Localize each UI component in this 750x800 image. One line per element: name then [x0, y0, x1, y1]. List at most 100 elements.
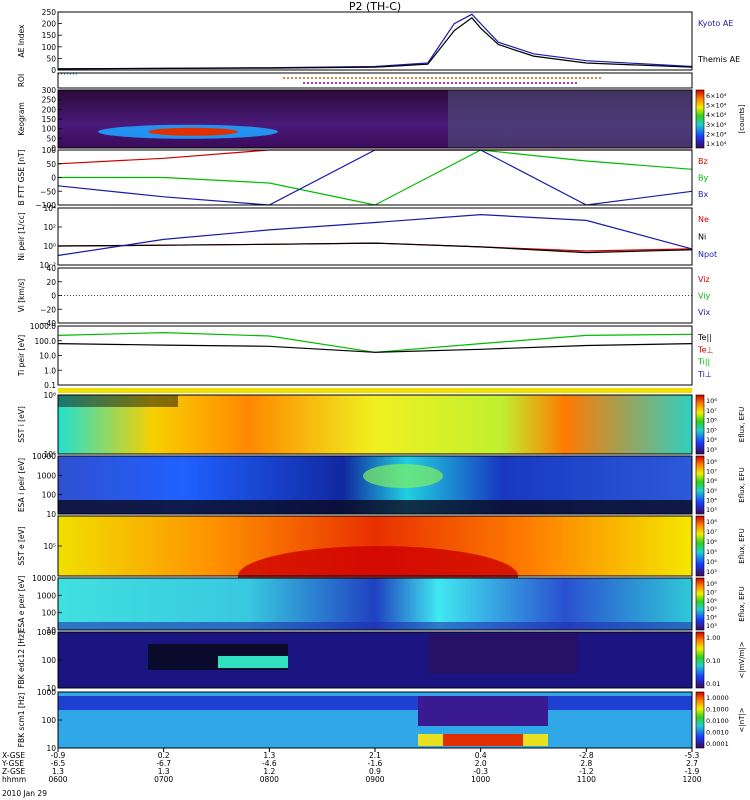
fbk-e12-colorbar-tick: 0.10: [706, 657, 720, 665]
ae-ytick-label: 150: [42, 31, 57, 40]
vi-legend-vix: Vix: [698, 308, 711, 317]
esa-e-colorbar-tick: 10⁵: [706, 605, 717, 613]
esa-i-colorbar-tick: 10⁸: [706, 458, 717, 466]
ae-legend-kyoto-ae: Kyoto AE: [698, 19, 733, 28]
page-title: P2 (TH-C): [348, 0, 402, 13]
keogram-colorbar-tick: 4×10⁴: [706, 111, 727, 119]
vi-ylabel: Vi [km/s]: [17, 279, 26, 312]
fbk-e12-ytick-label: 1000: [37, 628, 56, 637]
esa-i-colorbar-tick: 10⁴: [706, 496, 717, 504]
bfgm-legend-bx: Bx: [698, 190, 708, 199]
ti-ytick-label: 100.0: [35, 337, 57, 346]
ae-frame: [57, 11, 693, 71]
fbk-scm1-peak: [443, 734, 523, 746]
sst-i-colorbar-tick: 10⁷: [706, 407, 717, 415]
footer-y-value: -6.5: [51, 759, 66, 768]
footer-y-value: 2.0: [475, 759, 487, 768]
fbk-e12-ylabel: FBK edc12 [Hz]: [17, 631, 26, 689]
ni-ytick-label: 10²: [43, 223, 56, 232]
footer-x-value: 0.4: [475, 751, 487, 760]
keogram-colorbar-tick: 2×10⁴: [706, 130, 727, 138]
vi-ytick-label: −40: [40, 319, 56, 328]
ni-legend-ne: Ne: [698, 215, 709, 224]
footer-x-value: -5.3: [685, 751, 700, 760]
footer-x-value: 0.2: [158, 751, 170, 760]
footer-time-value: 1200: [682, 775, 701, 784]
ti-ytick-label: 1000.0: [30, 322, 56, 331]
sst-e-colorbar: [695, 515, 705, 577]
ni-legend-ni: Ni: [698, 233, 706, 242]
sst-i-colorbar-tick: 10⁴: [706, 436, 717, 444]
fbk-scm-ytick-label: 1000: [37, 688, 56, 697]
footer-z-value: -1.2: [579, 767, 594, 776]
sst-e-colorbar-tick: 10⁶: [706, 538, 717, 546]
vi-legend-viz: Viz: [698, 275, 710, 284]
ae-series-kyoto-ae: [57, 13, 693, 70]
fbk-scm-colorbar-label: <|nT|>: [738, 707, 746, 732]
sst-e-colorbar-label: Eflux, EFU: [738, 528, 746, 563]
ae-ytick-label: 0: [51, 66, 56, 75]
ae-ylabel: AE Index: [17, 24, 26, 57]
fbk-e12-colorbar-tick: 0.01: [706, 680, 720, 688]
footer-x-value: 2.1: [369, 751, 381, 760]
keogram-colorbar-tick: 3×10⁴: [706, 121, 727, 129]
sst-i-ylabel: SST i [eV]: [17, 406, 26, 443]
footer-z-value: 1.3: [158, 767, 170, 776]
esa-e-colorbar-tick: 10⁶: [706, 597, 717, 605]
esa-e-colorbar-label: Eflux, EFU: [738, 586, 746, 621]
bfgm-series-by: [58, 149, 693, 206]
fbk-scm-colorbar-tick: 0.0001: [706, 740, 729, 748]
footer-z-value: 1.3: [52, 767, 64, 776]
ni-ytick-label: 10⁻²: [39, 261, 56, 270]
esa-i-ylabel: ESA i peir [eV]: [17, 458, 26, 512]
ae-ytick-label: 250: [42, 8, 57, 17]
footer-y-value: -6.7: [156, 759, 171, 768]
footer-y-value: 2.8: [580, 759, 592, 768]
ni-series-ni: [57, 242, 693, 254]
footer-row-label: Y-GSE: [1, 759, 24, 768]
esa-e-ytick-label: 1000: [37, 591, 56, 600]
esa-i-colorbar: [695, 455, 705, 515]
footer-row-label: X-GSE: [2, 751, 25, 760]
esa-i-frame: [57, 455, 693, 515]
ae-ytick-label: 200: [42, 20, 57, 29]
sst-i-colorbar-label: Eflux, EFU: [738, 407, 746, 442]
fbk-e12-colorbar-tick: 1.00: [706, 634, 720, 642]
keogram-aurora-core: [148, 127, 238, 136]
esa-e-colorbar: [695, 577, 705, 631]
fbk-edc12-wave: [428, 634, 578, 674]
fbk-scm1-high: [58, 696, 692, 710]
sst-i-colorbar-tick: 10⁸: [706, 397, 717, 405]
ti-ytick-label: 1.0: [44, 366, 56, 375]
ni-ytick-label: 10⁰: [43, 242, 56, 251]
esa-electron-low: [58, 622, 692, 630]
fbk-scm-ytick-label: 100: [42, 716, 57, 725]
footer-x-value: -0.9: [51, 751, 66, 760]
sst-i-colorbar-tick: 10³: [706, 446, 717, 454]
footer-x-value: -2.8: [579, 751, 594, 760]
fbk-e12-ytick-label: 100: [42, 656, 57, 665]
fbk-scm1-wave: [418, 696, 548, 726]
keogram-ytick-label: 100: [42, 125, 57, 134]
bfgm-ytick-label: −100: [35, 201, 56, 210]
keogram-ytick-label: 300: [42, 86, 57, 95]
footer-x-value: 1.3: [263, 751, 275, 760]
bfgm-legend-by: By: [698, 174, 708, 183]
vi-ytick-label: 20: [46, 278, 56, 287]
footer-z-value: -0.3: [473, 767, 488, 776]
esa-i-ytick-label: 10000: [32, 452, 56, 461]
ti-legend-ti-: Ti||: [697, 358, 710, 367]
bfgm-ytick-label: 0: [51, 174, 56, 183]
keogram-colorbar-tick: 5×10⁴: [706, 102, 727, 110]
sst-ion-top-band: [58, 388, 692, 393]
bfgm-legend-bz: Bz: [698, 157, 708, 166]
keogram-colorbar: [695, 89, 705, 149]
sst-i-frame: [57, 394, 693, 455]
sst-i-ytick-label: 10⁵: [43, 450, 56, 459]
esa-e-colorbar-tick: 10⁴: [706, 614, 717, 622]
ni-frame: [57, 207, 693, 266]
esa-e-ylabel: ESA e peir [eV]: [17, 576, 26, 633]
ni-series-npot: [57, 213, 693, 257]
esa-i-colorbar-tick: 10⁷: [706, 468, 717, 476]
fbk-e12-colorbar-label: <|mV/m|>: [738, 641, 746, 678]
